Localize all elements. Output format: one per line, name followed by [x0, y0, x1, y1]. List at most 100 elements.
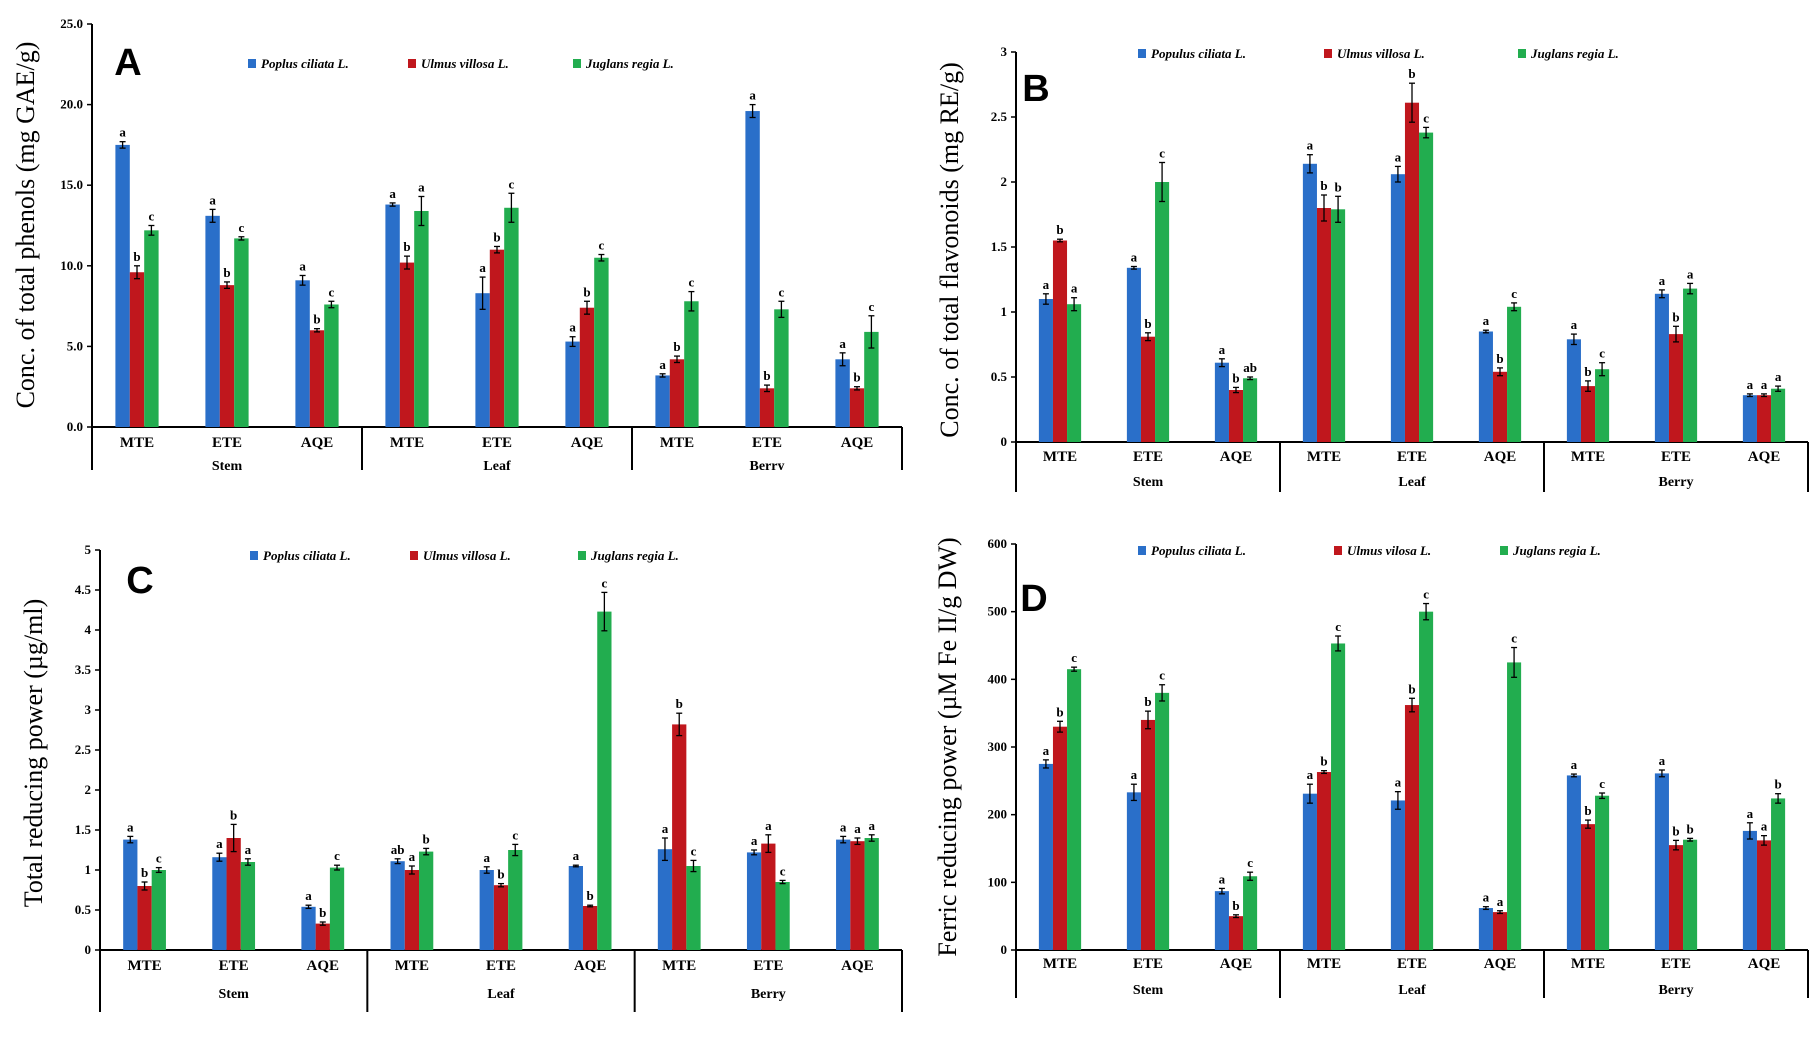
y-tick-label: 2 [1001, 174, 1008, 189]
legend-label: Juglans regia L. [585, 56, 674, 71]
bar [1140, 719, 1156, 950]
significance-letter: b [1144, 316, 1151, 331]
x-tick-label: MTE [662, 958, 696, 974]
y-tick-label: 4.5 [75, 582, 92, 597]
bar [568, 866, 583, 950]
significance-letter: a [1747, 806, 1754, 821]
bar [151, 870, 166, 950]
x-tick-label: ETE [1397, 956, 1427, 972]
significance-letter: c [334, 848, 340, 863]
significance-letter: b [1056, 222, 1063, 237]
y-tick-label: 0.0 [67, 419, 83, 434]
significance-letter: b [1232, 898, 1239, 913]
significance-letter: b [1496, 351, 1503, 366]
x-tick-label: ETE [486, 958, 516, 974]
bar [234, 238, 249, 427]
bar [508, 850, 523, 950]
bar [1492, 912, 1508, 950]
bar [1654, 293, 1669, 442]
x-tick-label: AQE [1220, 956, 1253, 972]
significance-letter: a [1043, 743, 1050, 758]
significance-letter: a [1497, 894, 1504, 909]
significance-letter: a [245, 842, 252, 857]
y-tick-label: 2.5 [991, 109, 1008, 124]
x-tick-label: AQE [1748, 956, 1781, 972]
y-tick-label: 5.0 [67, 338, 83, 353]
bar [684, 301, 699, 427]
legend-label: Ulmus villosa L. [421, 56, 509, 71]
significance-letter: c [599, 238, 605, 253]
legend-swatch [578, 551, 586, 560]
panel-a: 0.0 5.0 10.0 15.0 20.0 25.0 Conc. of total phe… [0, 0, 906, 474]
bar [775, 882, 790, 950]
group-label: Leaf [1398, 983, 1426, 998]
bar [137, 886, 152, 950]
bar [489, 249, 505, 427]
chart-c: 0 0.5 1 1.5 2 2.5 3 3.5 4 4.5 5 Total reducing powe… [19, 542, 903, 1012]
bar [1654, 773, 1669, 950]
legend-swatch [573, 59, 581, 68]
x-tick-label: ETE [219, 958, 249, 974]
bar [1742, 830, 1757, 950]
bar [864, 838, 879, 950]
group-label: Leaf [487, 987, 515, 1002]
bar [759, 388, 775, 427]
legend-label: Ulmus vilosa L. [1347, 543, 1431, 558]
significance-letter: a [479, 260, 486, 275]
legend-swatch [248, 59, 256, 68]
significance-letter: a [569, 320, 576, 335]
significance-letter: c [1071, 650, 1077, 665]
group-label: Berry [751, 987, 786, 1002]
significance-letter: c [779, 284, 785, 299]
bar [849, 388, 865, 427]
bar [1595, 795, 1610, 950]
significance-letter: b [583, 284, 590, 299]
significance-letter: a [1747, 377, 1754, 392]
significance-letter: b [676, 696, 683, 711]
significance-letter: c [1599, 346, 1605, 361]
bar [1419, 132, 1434, 442]
significance-letter: b [1320, 178, 1327, 193]
bar [1067, 669, 1082, 950]
legend-label: Poplus ciliata L. [261, 56, 349, 71]
legend-label: Ulmus villosa L. [423, 548, 511, 563]
x-tick-label: MTE [390, 435, 424, 451]
bar [1243, 876, 1258, 950]
significance-letter: b [133, 249, 140, 264]
bar [226, 838, 241, 950]
significance-letter: a [840, 819, 847, 834]
bar [1771, 388, 1786, 442]
bar [1228, 390, 1244, 442]
significance-letter: a [209, 192, 216, 207]
legend-swatch [1324, 49, 1332, 58]
x-tick-label: MTE [660, 435, 694, 451]
y-tick-label: 3.5 [75, 662, 92, 677]
y-tick-label: 1.5 [991, 239, 1008, 254]
significance-letter: b [1232, 370, 1239, 385]
bar [475, 293, 490, 427]
bar [1155, 692, 1170, 950]
significance-letter: a [1395, 149, 1402, 164]
y-tick-label: 0 [1001, 942, 1008, 957]
bar [1492, 371, 1508, 442]
x-tick-label: ETE [1397, 449, 1427, 465]
bar [582, 906, 598, 950]
bar [1302, 793, 1317, 950]
bar [1052, 726, 1068, 950]
legend-swatch [1138, 546, 1146, 555]
bar [1126, 792, 1141, 950]
bar [1566, 775, 1581, 950]
legend-swatch [1334, 546, 1342, 555]
bar [1331, 209, 1346, 442]
bar [1756, 840, 1772, 950]
significance-letter: c [156, 851, 162, 866]
significance-letter: b [1672, 823, 1679, 838]
x-tick-label: ETE [1661, 449, 1691, 465]
y-tick-label: 2.5 [75, 742, 92, 757]
x-tick-label: MTE [395, 958, 429, 974]
significance-letter: c [691, 843, 697, 858]
bar [212, 857, 227, 950]
panel-letter: B [1022, 68, 1049, 110]
significance-letter: b [497, 867, 504, 882]
y-tick-label: 10.0 [60, 258, 83, 273]
